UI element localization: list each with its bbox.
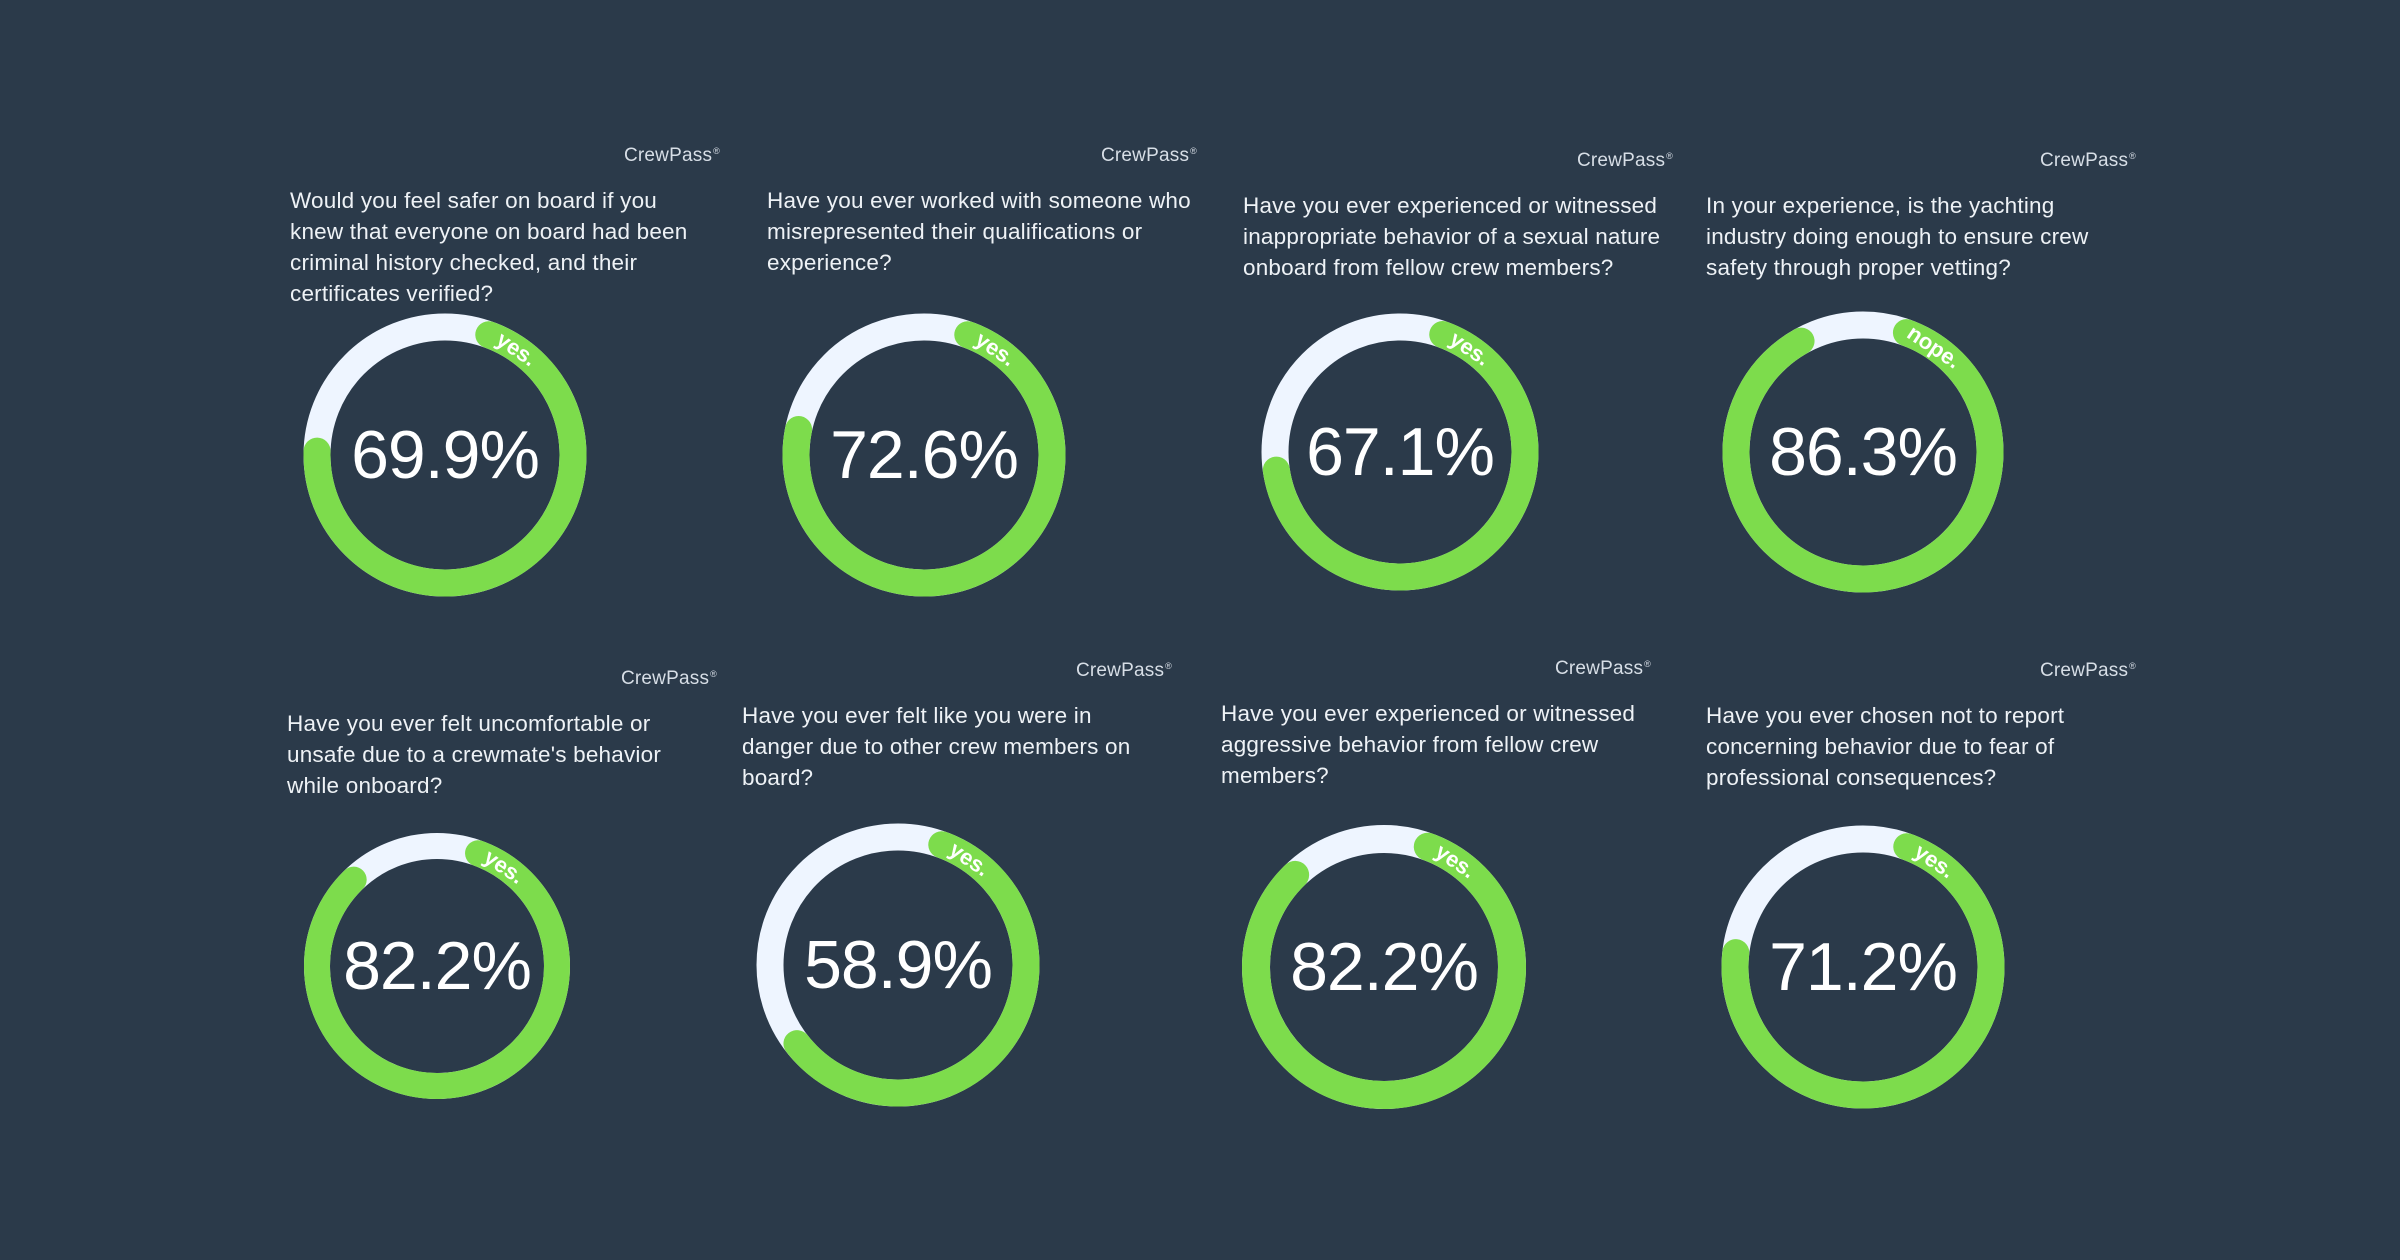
ring-value-arc bbox=[1261, 313, 1539, 591]
registered-mark: ® bbox=[1190, 145, 1197, 156]
brand-name: CrewPass bbox=[2039, 150, 2129, 171]
question-text: Have you ever experienced or witnessed a… bbox=[1221, 701, 1636, 788]
brand-name: CrewPass bbox=[1554, 658, 1644, 679]
brand-name: CrewPass bbox=[1100, 145, 1190, 166]
percentage-label: 72.6% bbox=[830, 417, 1019, 493]
question-text: Have you ever experienced or witnessed i… bbox=[1243, 193, 1661, 280]
percentage-label: 82.2% bbox=[343, 928, 532, 1004]
brand-name: CrewPass bbox=[1075, 660, 1165, 681]
brand-name: CrewPass bbox=[1576, 150, 1666, 171]
question-text: Have you ever felt like you were in dang… bbox=[742, 703, 1131, 790]
brand-label: CrewPass® bbox=[624, 145, 720, 167]
percentage-label: 58.9% bbox=[804, 927, 993, 1003]
registered-mark: ® bbox=[710, 668, 717, 679]
survey-card: CrewPass® Have you ever experienced or wi… bbox=[1221, 658, 1651, 1118]
ring-value-arc bbox=[303, 313, 587, 597]
ring-value-arc bbox=[1242, 825, 1526, 1109]
registered-mark: ® bbox=[2129, 660, 2136, 671]
brand-label: CrewPass® bbox=[1555, 658, 1651, 680]
brand-label: CrewPass® bbox=[621, 668, 717, 690]
percentage-label: 82.2% bbox=[1290, 929, 1479, 1005]
donut-svg: yes. bbox=[1261, 313, 1539, 591]
percentage-label: 67.1% bbox=[1306, 414, 1495, 490]
brand-label: CrewPass® bbox=[2040, 660, 2136, 682]
percentage-label: 69.9% bbox=[351, 417, 540, 493]
survey-card: CrewPass® Have you ever worked with someo… bbox=[767, 145, 1197, 605]
brand-name: CrewPass bbox=[2039, 660, 2129, 681]
donut-svg: yes. bbox=[1242, 825, 1526, 1109]
registered-mark: ® bbox=[1165, 660, 1172, 671]
survey-card: CrewPass® Have you ever felt uncomfortabl… bbox=[287, 668, 717, 1128]
registered-mark: ® bbox=[1666, 150, 1673, 161]
registered-mark: ® bbox=[2129, 150, 2136, 161]
question-text: In your experience, is the yachting indu… bbox=[1706, 193, 2089, 280]
percentage-label: 71.2% bbox=[1769, 929, 1958, 1005]
ring-value-arc bbox=[1722, 311, 2004, 593]
question-text: Would you feel safer on board if you kne… bbox=[290, 188, 688, 306]
donut-svg: yes. bbox=[304, 833, 570, 1099]
donut-svg: nope. bbox=[1722, 311, 2004, 593]
ring-value-arc bbox=[756, 823, 1040, 1107]
donut-chart: nope. 86.3% bbox=[1718, 307, 2008, 597]
donut-chart: yes. 82.2% bbox=[292, 821, 582, 1111]
survey-card: CrewPass® Have you ever chosen not to rep… bbox=[1706, 660, 2136, 1120]
donut-chart: yes. 71.2% bbox=[1718, 822, 2008, 1112]
donut-chart: yes. 69.9% bbox=[300, 310, 590, 600]
brand-label: CrewPass® bbox=[1076, 660, 1172, 682]
registered-mark: ® bbox=[1644, 658, 1651, 669]
ring-value-arc bbox=[1721, 825, 2005, 1109]
ring-value-arc bbox=[782, 313, 1066, 597]
brand-name: CrewPass bbox=[623, 145, 713, 166]
brand-label: CrewPass® bbox=[2040, 150, 2136, 172]
brand-label: CrewPass® bbox=[1101, 145, 1197, 167]
survey-card: CrewPass® Have you ever experienced or wi… bbox=[1243, 150, 1673, 610]
registered-mark: ® bbox=[713, 145, 720, 156]
donut-chart: yes. 72.6% bbox=[779, 310, 1069, 600]
brand-label: CrewPass® bbox=[1577, 150, 1673, 172]
survey-card: CrewPass® In your experience, is the yach… bbox=[1706, 150, 2136, 610]
brand-name: CrewPass bbox=[620, 668, 710, 689]
question-text: Have you ever chosen not to report conce… bbox=[1706, 703, 2065, 790]
donut-svg: yes. bbox=[782, 313, 1066, 597]
ring-value-arc bbox=[304, 833, 570, 1099]
donut-svg: yes. bbox=[1721, 825, 2005, 1109]
donut-chart: yes. 58.9% bbox=[753, 820, 1043, 1110]
donut-svg: yes. bbox=[303, 313, 587, 597]
donut-chart: yes. 82.2% bbox=[1239, 822, 1529, 1112]
survey-card: CrewPass® Would you feel safer on board i… bbox=[290, 145, 720, 605]
question-text: Have you ever felt uncomfortable or unsa… bbox=[287, 711, 662, 798]
donut-svg: yes. bbox=[756, 823, 1040, 1107]
donut-chart: yes. 67.1% bbox=[1255, 307, 1545, 597]
survey-card: CrewPass® Have you ever felt like you wer… bbox=[742, 660, 1172, 1120]
question-text: Have you ever worked with someone who mi… bbox=[767, 188, 1191, 275]
percentage-label: 86.3% bbox=[1769, 414, 1958, 490]
